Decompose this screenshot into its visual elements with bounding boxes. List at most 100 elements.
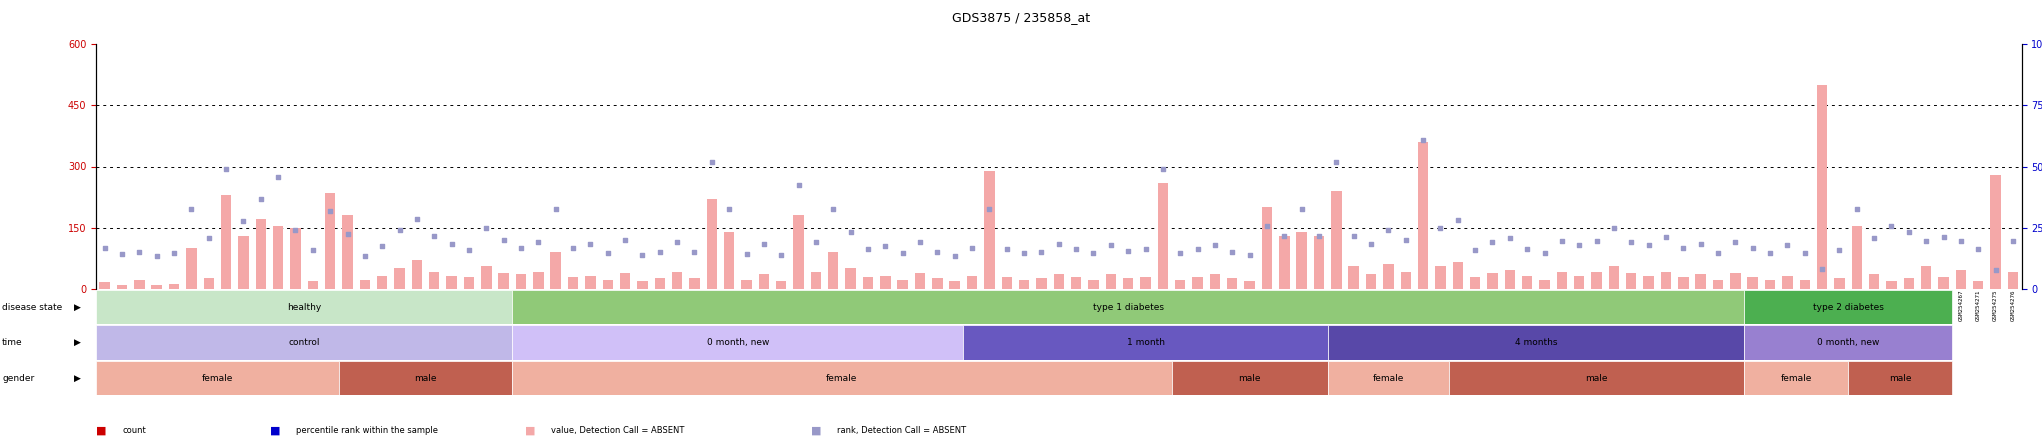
Bar [169,284,180,289]
Point [192,234,225,241]
Point [157,249,190,256]
Bar [96,290,513,324]
Point [314,208,347,215]
Point [678,249,711,256]
Point [1354,240,1387,247]
Point [384,226,417,233]
Text: male: male [1585,373,1607,383]
Bar [1382,264,1393,289]
Bar [100,282,110,289]
Bar [1331,191,1342,289]
Point [1476,238,1509,246]
Point [782,181,815,188]
Bar [811,272,821,289]
Bar [1887,281,1897,289]
Bar [760,274,770,289]
Point [349,253,382,260]
Text: rank, Detection Call = ABSENT: rank, Detection Call = ABSENT [837,426,966,435]
Text: female: female [1781,373,1811,383]
Point [1893,229,1926,236]
Text: 0 month, new: 0 month, new [1817,338,1879,347]
Bar [394,268,404,289]
Point [1076,249,1109,256]
Bar [151,285,161,289]
Point [1805,266,1838,273]
Point [1407,136,1440,143]
Bar [1297,232,1307,289]
Bar [204,278,214,289]
Point [366,242,398,250]
Point [1009,249,1041,256]
Point [1770,241,1803,248]
Bar [513,361,1172,395]
Bar [1035,278,1048,289]
Text: GDS3875 / 235858_at: GDS3875 / 235858_at [952,11,1090,24]
Point [713,206,745,213]
Point [835,228,868,235]
Point [1666,244,1699,251]
Bar [1054,274,1064,289]
Point [609,236,641,243]
Bar [1799,280,1809,289]
Bar [984,170,994,289]
Point [261,173,294,180]
Point [1875,222,1907,229]
Bar [1817,85,1828,289]
Bar [1105,274,1117,289]
Bar [447,276,457,289]
Bar [1327,361,1450,395]
Bar [845,268,856,289]
Point [1319,159,1352,166]
Point [227,218,259,225]
Text: ■: ■ [525,426,535,436]
Point [1458,246,1491,253]
Point [210,165,243,172]
Point [1840,206,1873,213]
Bar [513,290,1744,324]
Bar [1730,273,1740,289]
Point [800,238,833,246]
Bar [1744,290,1952,324]
Bar [794,215,805,289]
Text: 0 month, new: 0 month, new [707,338,770,347]
Bar [1070,277,1082,289]
Point [974,206,1007,213]
Bar [1744,325,1952,360]
Bar [1660,272,1670,289]
Point [1527,249,1560,256]
Bar [1244,281,1254,289]
Bar [1470,277,1480,289]
Point [539,206,572,213]
Point [296,246,329,254]
Bar [1174,280,1186,289]
Point [1041,240,1074,247]
Bar [359,280,370,289]
Bar [116,285,127,289]
Bar [1783,276,1793,289]
Point [88,244,120,251]
Bar [1556,272,1566,289]
Point [747,240,780,247]
Point [1164,249,1197,256]
Bar [1922,266,1932,289]
Bar [1450,361,1744,395]
Bar [517,274,527,289]
Point [1719,238,1752,246]
Point [1215,249,1248,256]
Text: control: control [288,338,321,347]
Bar [1695,274,1705,289]
Text: ■: ■ [96,426,106,436]
Bar [339,361,513,395]
Point [1025,249,1058,256]
Bar [1679,277,1689,289]
Point [939,253,972,260]
Point [766,252,798,259]
Point [557,244,590,251]
Point [1233,252,1266,259]
Text: value, Detection Call = ABSENT: value, Detection Call = ABSENT [551,426,684,435]
Point [817,206,849,213]
Text: gender: gender [2,373,35,383]
Bar [602,280,613,289]
Bar [1744,361,1848,395]
Bar [1158,183,1168,289]
